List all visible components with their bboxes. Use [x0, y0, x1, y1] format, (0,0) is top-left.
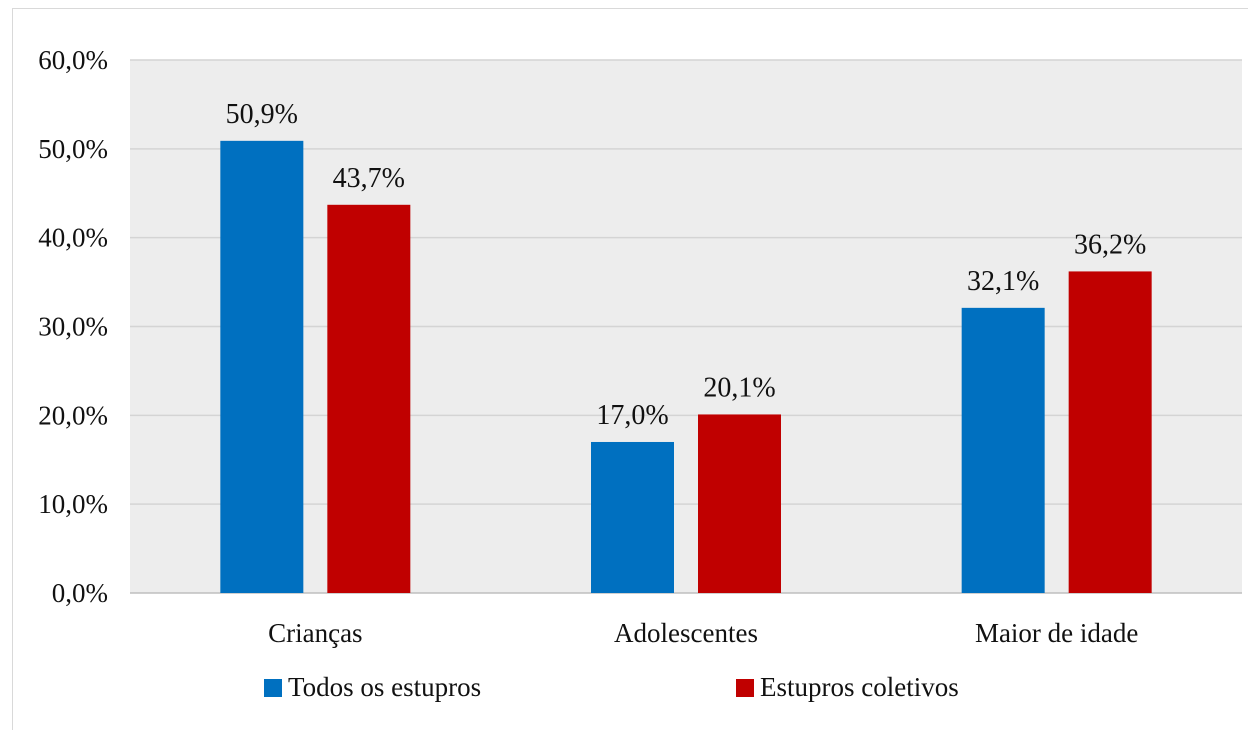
y-tick-label: 0,0%: [52, 578, 108, 608]
y-tick-label: 10,0%: [38, 489, 108, 519]
legend-item-series-2: Estupros coletivos: [736, 672, 959, 703]
data-label: 17,0%: [596, 400, 668, 431]
bar: [327, 204, 411, 593]
x-tick-label: Crianças: [268, 618, 362, 648]
data-label: 20,1%: [703, 372, 775, 403]
data-label: 50,9%: [226, 99, 298, 130]
legend: Todos os estupros Estupros coletivos: [0, 672, 1252, 712]
bar: [220, 140, 304, 594]
data-label: 32,1%: [967, 266, 1039, 297]
data-label: 36,2%: [1074, 229, 1146, 260]
legend-swatch-series-2: [736, 678, 754, 697]
y-tick-label: 20,0%: [38, 400, 108, 430]
bar: [591, 441, 674, 593]
legend-label-series-1: Todos os estupros: [288, 672, 482, 702]
bar: [1068, 271, 1152, 593]
y-tick-label: 50,0%: [38, 134, 108, 164]
bar: [698, 414, 781, 593]
y-tick-label: 60,0%: [38, 45, 108, 75]
legend-label-series-2: Estupros coletivos: [760, 672, 959, 702]
legend-item-series-1: Todos os estupros: [264, 672, 481, 703]
chart-frame: [12, 8, 1248, 730]
y-tick-label: 40,0%: [38, 223, 108, 253]
legend-swatch-series-1: [264, 678, 282, 697]
x-tick-label: Adolescentes: [614, 618, 758, 648]
bar: [961, 307, 1045, 593]
y-tick-label: 30,0%: [38, 312, 108, 342]
data-label: 43,7%: [333, 163, 405, 194]
x-tick-label: Maior de idade: [975, 618, 1138, 648]
